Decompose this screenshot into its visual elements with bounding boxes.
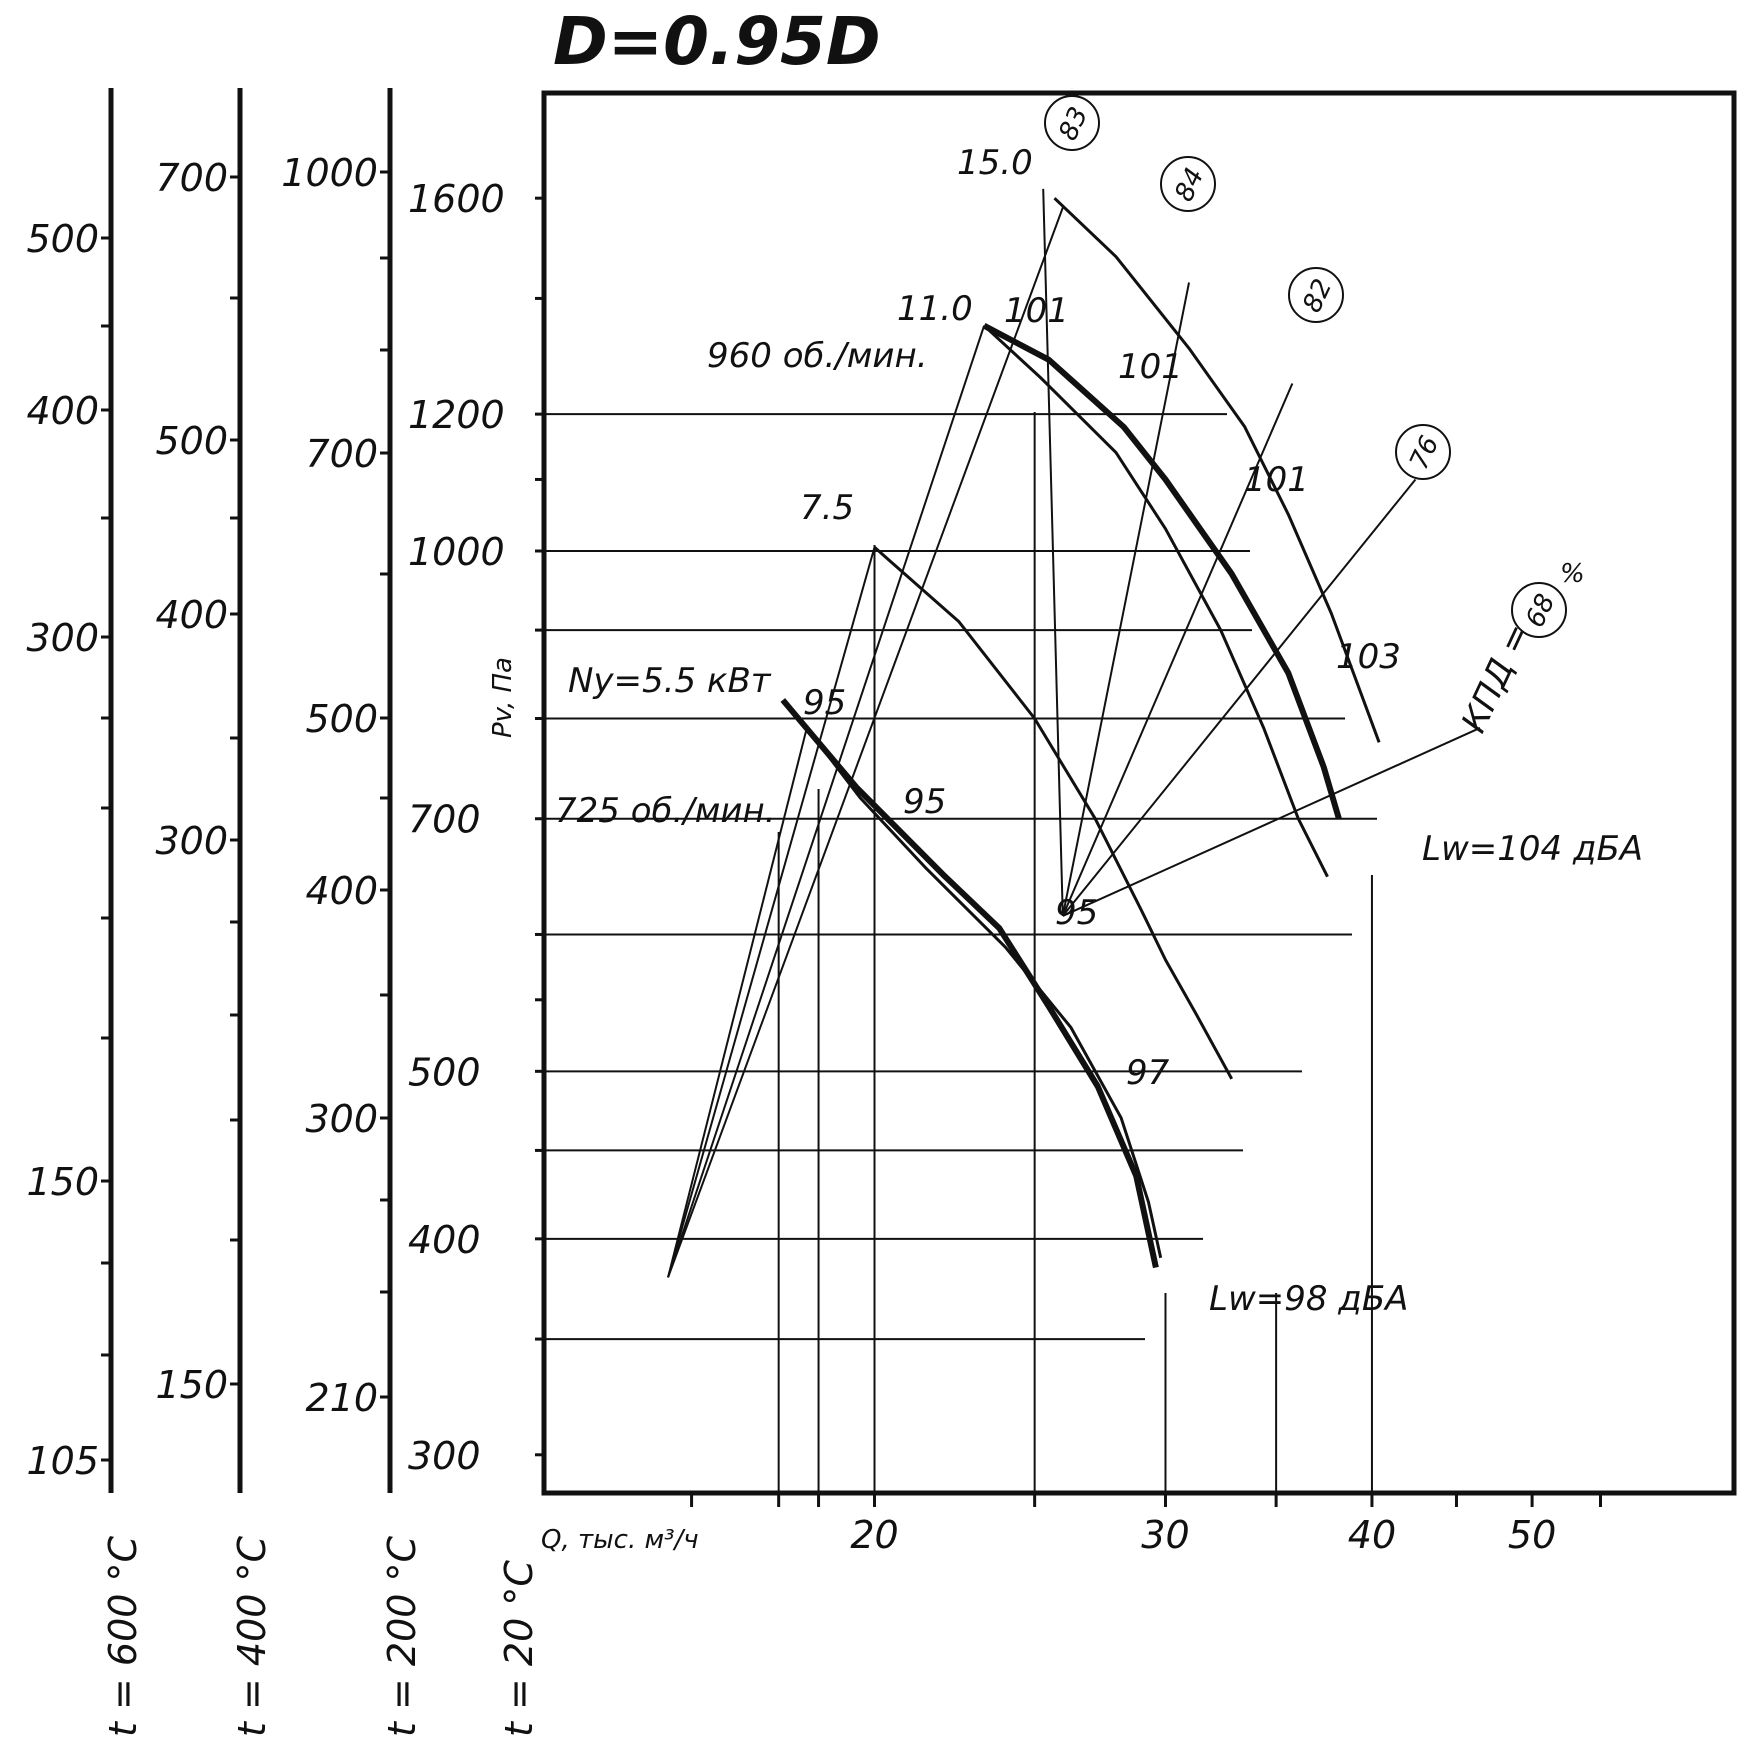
efficiency-circle xyxy=(1288,267,1344,323)
efficiency-label: КПД = xyxy=(1454,617,1539,739)
rays xyxy=(667,188,1481,1278)
temperature-tick-label: 1000 xyxy=(281,151,378,195)
labels: 15.0 11.0 960 об./мин. 7.5 Ny=5.5 кВт 725 об.… xyxy=(555,95,1643,1319)
series-curve xyxy=(780,698,1159,1269)
efficiency-circle xyxy=(1511,582,1567,638)
temperature-tick-label: 500 xyxy=(155,419,228,463)
temperature-tick-label: 400 xyxy=(26,389,99,433)
temperature-scale-title: t = 400 °C xyxy=(230,1535,274,1737)
efficiency-circle xyxy=(1160,156,1216,212)
power-ray xyxy=(667,727,808,1278)
x-axis-title: Q, тыс. м³/ч xyxy=(541,1525,699,1555)
noise-level-label: 95 xyxy=(803,683,846,723)
y-tick-label: 400 xyxy=(408,1218,481,1262)
temperature-tick-label: 150 xyxy=(155,1363,228,1407)
noise-level-label: 103 xyxy=(1336,637,1401,677)
noise-level-label: 101 xyxy=(1244,460,1309,500)
temperature-tick-label: 700 xyxy=(155,156,228,200)
temperature-tick-label: 500 xyxy=(305,697,378,741)
y-tick-label: 1000 xyxy=(408,530,505,574)
power-label: 15.0 xyxy=(957,143,1033,183)
y-tick-label: 500 xyxy=(408,1050,481,1094)
temperature-scale-title: t = 600 °C xyxy=(101,1535,145,1737)
temperature-scale-title: t = 20 °C xyxy=(497,1560,541,1737)
temperature-tick-label: 300 xyxy=(305,1097,378,1141)
efficiency-unit: % xyxy=(1560,559,1585,589)
y-tick-label: 300 xyxy=(408,1434,481,1478)
power-ray xyxy=(667,546,876,1278)
temperature-tick-label: 150 xyxy=(26,1160,99,1204)
power-label: 11.0 xyxy=(897,289,973,329)
y-axis-title: Pv, Па xyxy=(488,657,518,738)
curves xyxy=(780,197,1381,1269)
efficiency-circle xyxy=(1395,424,1451,480)
noise-level-label: 97 xyxy=(1126,1053,1170,1093)
series-curve xyxy=(1053,197,1381,743)
noise-annotation: Lw=98 дБА xyxy=(1209,1279,1408,1319)
x-tick-label: 50 xyxy=(1508,1513,1556,1557)
x-tick-label: 20 xyxy=(850,1513,898,1557)
chart-title: D=0.95D xyxy=(553,3,881,80)
temperature-tick-label: 300 xyxy=(26,616,99,660)
series-curve xyxy=(983,324,1329,878)
noise-level-label: 101 xyxy=(1118,347,1183,387)
temperature-tick-label: 700 xyxy=(305,432,378,476)
noise-level-label: 95 xyxy=(903,782,946,822)
efficiency-circle xyxy=(1044,95,1100,151)
series-curve xyxy=(982,323,1342,820)
y-tick-label: 1200 xyxy=(408,393,505,437)
noise-level-label: 101 xyxy=(1004,291,1069,331)
y-tick-label: 1600 xyxy=(408,177,505,221)
grid: 1600 1200 1000 700 500 400 300 20 30 40 50 Q, тыс. … xyxy=(408,177,1602,1557)
series-curve xyxy=(873,546,1234,1080)
efficiency-ray xyxy=(1042,188,1064,916)
plot-frame xyxy=(541,90,1737,1496)
temperature-tick-label: 500 xyxy=(26,217,99,261)
temperature-tick-label: 300 xyxy=(155,819,228,863)
power-label: Ny=5.5 кВт xyxy=(568,661,772,701)
power-label: 7.5 xyxy=(800,488,854,528)
efficiency-ray xyxy=(1062,478,1417,917)
power-ray xyxy=(667,207,1064,1278)
temperature-tick-label: 210 xyxy=(305,1376,378,1420)
temperature-tick-label: 400 xyxy=(155,593,228,637)
power-ray xyxy=(667,325,986,1278)
speed-label: 960 об./мин. xyxy=(707,336,928,376)
noise-level-label: 95 xyxy=(1055,893,1098,933)
temperature-tick-label: 400 xyxy=(305,869,378,913)
x-tick-label: 40 xyxy=(1348,1513,1396,1557)
temperature-tick-label: 105 xyxy=(26,1439,99,1483)
series-curve xyxy=(805,727,1163,1259)
efficiency-ray xyxy=(1062,727,1481,917)
efficiency-ray xyxy=(1061,282,1191,917)
noise-annotation: Lw=104 дБА xyxy=(1422,829,1643,869)
y-tick-label: 700 xyxy=(408,798,481,842)
temperature-scale-title: t = 200 °C xyxy=(380,1535,424,1737)
speed-label: 725 об./мин. xyxy=(555,791,776,831)
x-tick-label: 30 xyxy=(1141,1513,1189,1557)
temperature-scales: 500 400 300 150 105 t = 600 °C 700 500 400 300 150… xyxy=(26,88,541,1737)
